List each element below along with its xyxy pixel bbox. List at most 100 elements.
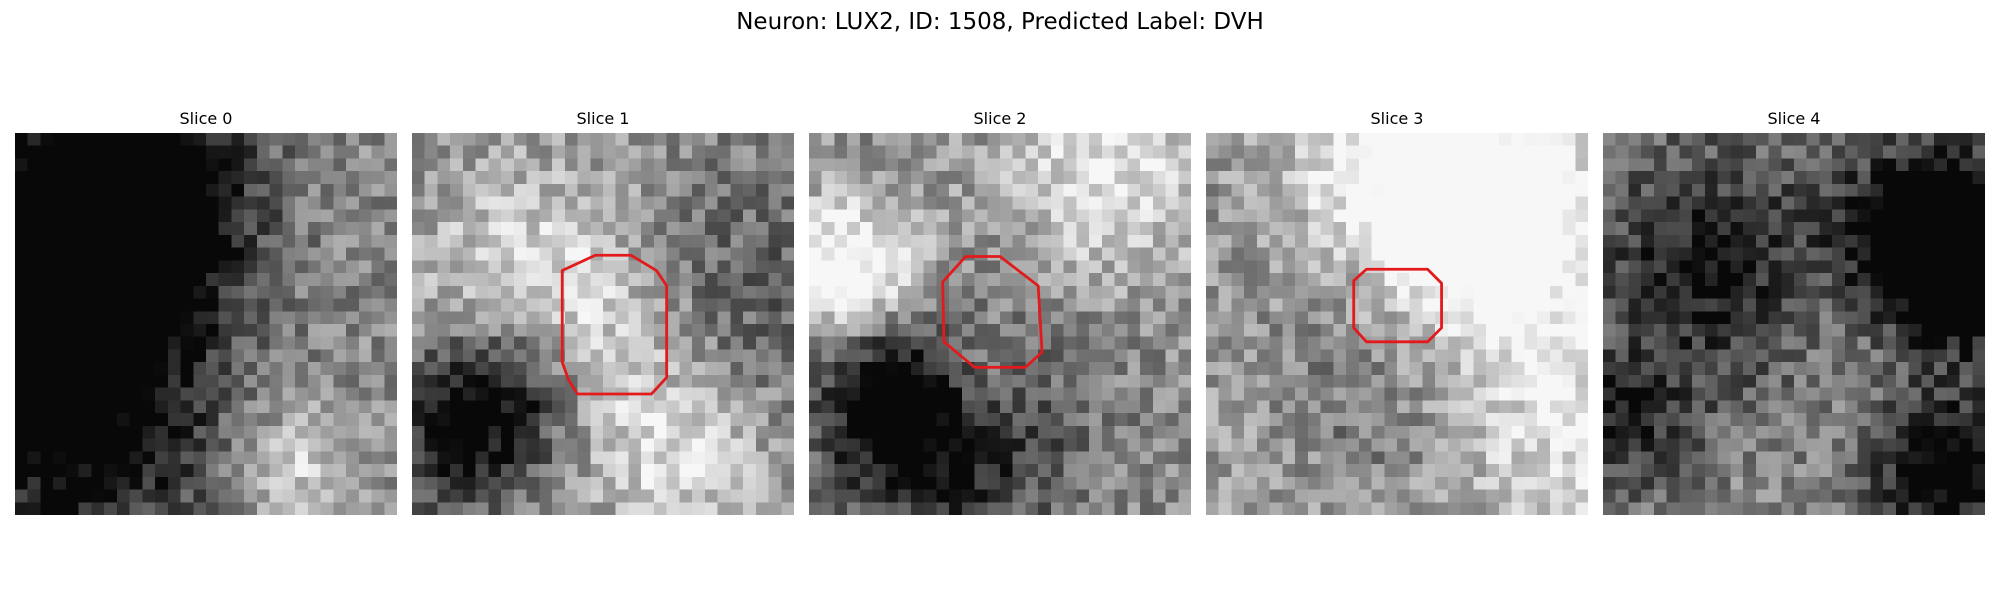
pixel xyxy=(65,451,79,465)
pixel xyxy=(129,234,143,248)
pixel xyxy=(1218,362,1232,375)
pixel xyxy=(615,336,629,350)
pixel xyxy=(1844,145,1858,159)
pixel xyxy=(1063,298,1077,312)
pixel xyxy=(885,349,899,363)
pixel xyxy=(539,298,553,312)
pixel xyxy=(1409,171,1423,184)
pixel xyxy=(590,158,603,172)
pixel xyxy=(1231,133,1245,146)
pixel xyxy=(1409,413,1423,426)
pixel xyxy=(1269,489,1283,503)
pixel xyxy=(1063,451,1077,465)
pixel xyxy=(1244,438,1257,452)
pixel xyxy=(1231,387,1245,401)
pixel xyxy=(1511,298,1525,312)
pixel xyxy=(1781,298,1794,312)
pixel xyxy=(1409,196,1423,210)
pixel xyxy=(1908,145,1922,159)
pixel xyxy=(809,196,822,210)
pixel xyxy=(65,298,79,312)
pixel xyxy=(834,451,848,465)
pixel xyxy=(1486,400,1499,414)
pixel xyxy=(1000,324,1013,337)
pixel xyxy=(1269,438,1283,452)
pixel xyxy=(167,336,181,350)
pixel xyxy=(1435,209,1448,223)
pixel xyxy=(1371,451,1385,465)
pixel xyxy=(949,324,962,337)
pixel xyxy=(1743,476,1756,490)
pixel xyxy=(809,400,822,414)
pixel xyxy=(704,362,718,375)
pixel xyxy=(424,298,438,312)
pixel xyxy=(1857,222,1871,235)
pixel xyxy=(821,311,835,324)
pixel xyxy=(155,324,168,337)
pixel xyxy=(371,273,385,286)
pixel xyxy=(15,387,28,401)
pixel xyxy=(603,222,616,235)
pixel xyxy=(847,171,860,184)
pixel xyxy=(1934,260,1947,274)
pixel xyxy=(180,425,194,439)
pixel xyxy=(218,362,232,375)
pixel xyxy=(834,464,848,477)
pixel xyxy=(1743,260,1756,274)
pixel xyxy=(206,451,219,465)
pixel xyxy=(1025,502,1039,515)
pixel xyxy=(1320,273,1334,286)
pixel xyxy=(526,438,540,452)
pixel xyxy=(1870,311,1884,324)
pixel xyxy=(1844,451,1858,465)
pixel xyxy=(462,324,476,337)
pixel xyxy=(1114,362,1128,375)
pixel xyxy=(193,311,206,324)
pixel xyxy=(1870,234,1884,248)
pixel xyxy=(809,464,822,477)
pixel xyxy=(15,234,28,248)
pixel xyxy=(488,247,502,261)
pixel xyxy=(743,247,756,261)
pixel xyxy=(679,273,693,286)
pixel xyxy=(743,158,756,172)
pixel xyxy=(15,336,28,350)
pixel xyxy=(743,502,756,515)
pixel xyxy=(1641,400,1654,414)
pixel xyxy=(1101,476,1115,490)
pixel xyxy=(1908,183,1922,197)
pixel xyxy=(859,349,873,363)
pixel xyxy=(501,336,514,350)
pixel xyxy=(462,171,476,184)
pixel xyxy=(231,438,245,452)
pixel xyxy=(1282,209,1296,223)
pixel xyxy=(1768,413,1782,426)
pixel xyxy=(910,374,924,388)
pixel xyxy=(936,387,950,401)
pixel xyxy=(755,260,769,274)
pixel xyxy=(1206,171,1219,184)
pixel xyxy=(91,145,105,159)
pixel xyxy=(666,387,680,401)
pixel xyxy=(1844,502,1858,515)
pixel xyxy=(526,247,540,261)
pixel xyxy=(1165,285,1179,299)
pixel xyxy=(1358,324,1372,337)
pixel xyxy=(1679,285,1693,299)
pixel xyxy=(40,260,54,274)
pixel xyxy=(1679,400,1693,414)
pixel xyxy=(1946,438,1960,452)
pixel xyxy=(129,133,143,146)
pixel xyxy=(1473,222,1487,235)
pixel xyxy=(1165,362,1179,375)
pixel xyxy=(513,502,527,515)
pixel xyxy=(104,464,117,477)
pixel xyxy=(244,183,257,197)
pixel xyxy=(641,438,654,452)
pixel xyxy=(628,222,642,235)
pixel xyxy=(513,362,527,375)
pixel xyxy=(564,273,578,286)
pixel xyxy=(1895,387,1909,401)
pixel xyxy=(371,298,385,312)
pixel xyxy=(1524,298,1538,312)
